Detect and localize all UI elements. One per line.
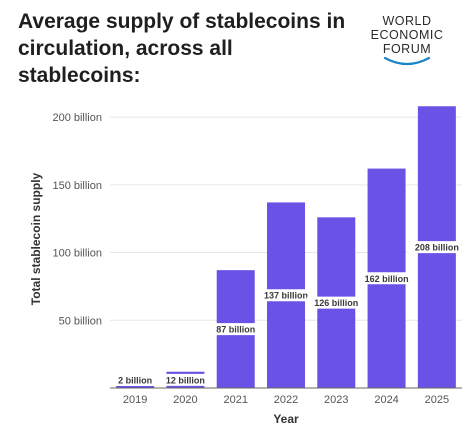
logo-line-economic: ECONOMIC bbox=[370, 28, 444, 42]
logo-line-world: WORLD bbox=[382, 14, 432, 28]
x-tick-label: 2024 bbox=[374, 394, 398, 406]
y-tick-label: 200 billion bbox=[52, 112, 102, 124]
data-label-bg bbox=[357, 272, 417, 285]
data-label: 2 billion bbox=[118, 376, 152, 386]
x-tick-label: 2025 bbox=[425, 394, 449, 406]
data-label: 126 billion bbox=[314, 298, 358, 308]
data-label-bg bbox=[110, 374, 160, 386]
data-label: 162 billion bbox=[365, 274, 409, 284]
x-tick-label: 2020 bbox=[173, 394, 197, 406]
y-tick-label: 100 billion bbox=[52, 248, 102, 260]
x-tick-label: 2021 bbox=[223, 394, 247, 406]
bars: 2 billion 12 billion 87 billion 137 billion… bbox=[110, 106, 467, 388]
world-economic-forum-logo: WORLD ECONOMIC FORUM bbox=[357, 14, 457, 68]
x-tick-label: 2019 bbox=[123, 394, 147, 406]
data-label: 137 billion bbox=[264, 291, 308, 301]
logo-arc-icon bbox=[383, 56, 431, 66]
y-tick-label: 50 billion bbox=[59, 315, 102, 327]
data-label-bg bbox=[158, 373, 213, 386]
data-label: 12 billion bbox=[166, 375, 205, 385]
y-tick-label: 150 billion bbox=[52, 180, 102, 192]
x-tick-label: 2022 bbox=[274, 394, 298, 406]
data-label-bg bbox=[256, 289, 316, 302]
x-tick-label: 2023 bbox=[324, 394, 348, 406]
y-axis-ticks: 50 billion 100 billion 150 billion 200 bill… bbox=[52, 112, 102, 327]
bar-2019 bbox=[116, 385, 155, 388]
data-label-bg bbox=[407, 241, 467, 254]
x-axis-ticks: 2019 2020 2021 2022 2023 2024 2025 bbox=[123, 394, 449, 406]
data-label: 87 billion bbox=[216, 325, 255, 335]
chart-title: Average supply of stablecoins in circula… bbox=[18, 10, 346, 87]
y-axis-title: Total stablecoin supply bbox=[29, 172, 43, 305]
data-label-bg bbox=[208, 323, 263, 336]
logo-line-forum: FORUM bbox=[382, 42, 432, 56]
data-label-bg bbox=[306, 296, 366, 309]
x-axis-title: Year bbox=[273, 412, 299, 426]
data-label: 208 billion bbox=[415, 243, 459, 253]
